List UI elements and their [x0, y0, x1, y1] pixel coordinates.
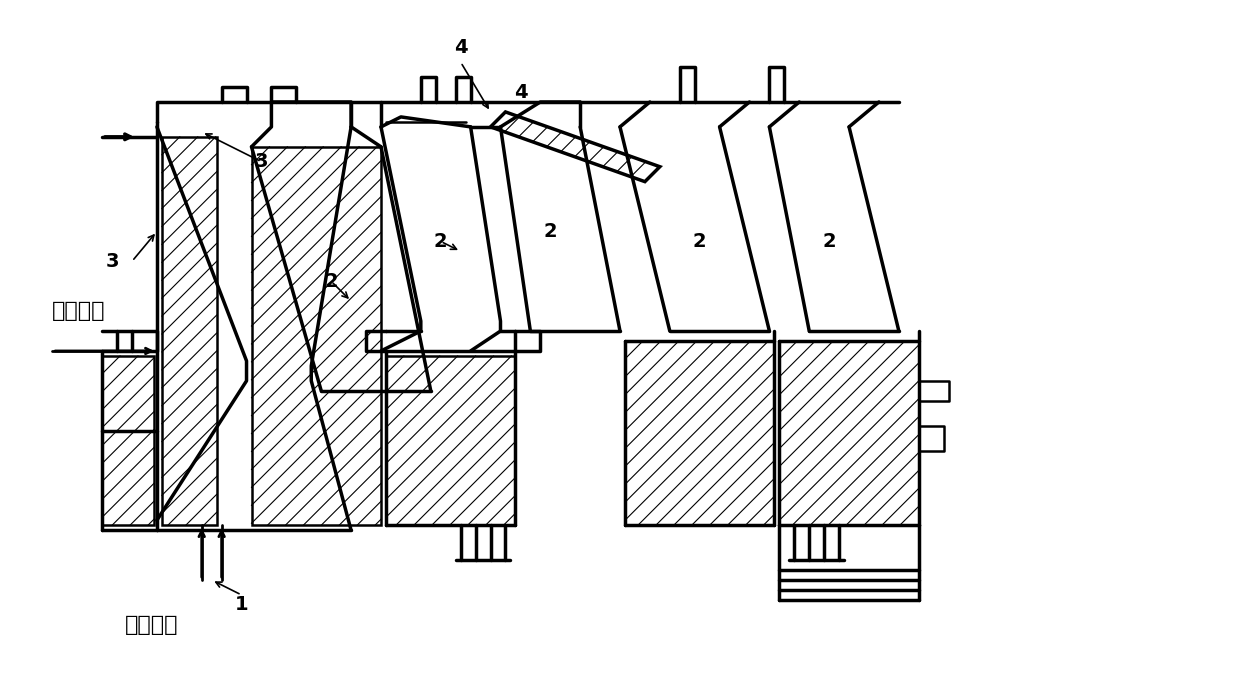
- Text: 2: 2: [543, 222, 557, 241]
- Text: 2: 2: [693, 232, 707, 251]
- Text: 2: 2: [822, 232, 836, 251]
- Text: 2: 2: [434, 232, 448, 251]
- Bar: [780, 341, 919, 525]
- Bar: [102, 356, 154, 525]
- Bar: [162, 137, 217, 525]
- Text: 2: 2: [325, 272, 339, 291]
- Text: 3: 3: [254, 153, 268, 171]
- Bar: [252, 147, 381, 525]
- Bar: [386, 356, 516, 525]
- Text: 3: 3: [105, 252, 119, 271]
- Bar: [625, 341, 774, 525]
- Text: 1: 1: [234, 595, 248, 614]
- Text: 冷却气流: 冷却气流: [125, 615, 179, 635]
- Text: 主流气体: 主流气体: [52, 301, 105, 321]
- Text: 4: 4: [513, 82, 527, 101]
- Polygon shape: [491, 112, 660, 182]
- Text: 4: 4: [454, 37, 467, 57]
